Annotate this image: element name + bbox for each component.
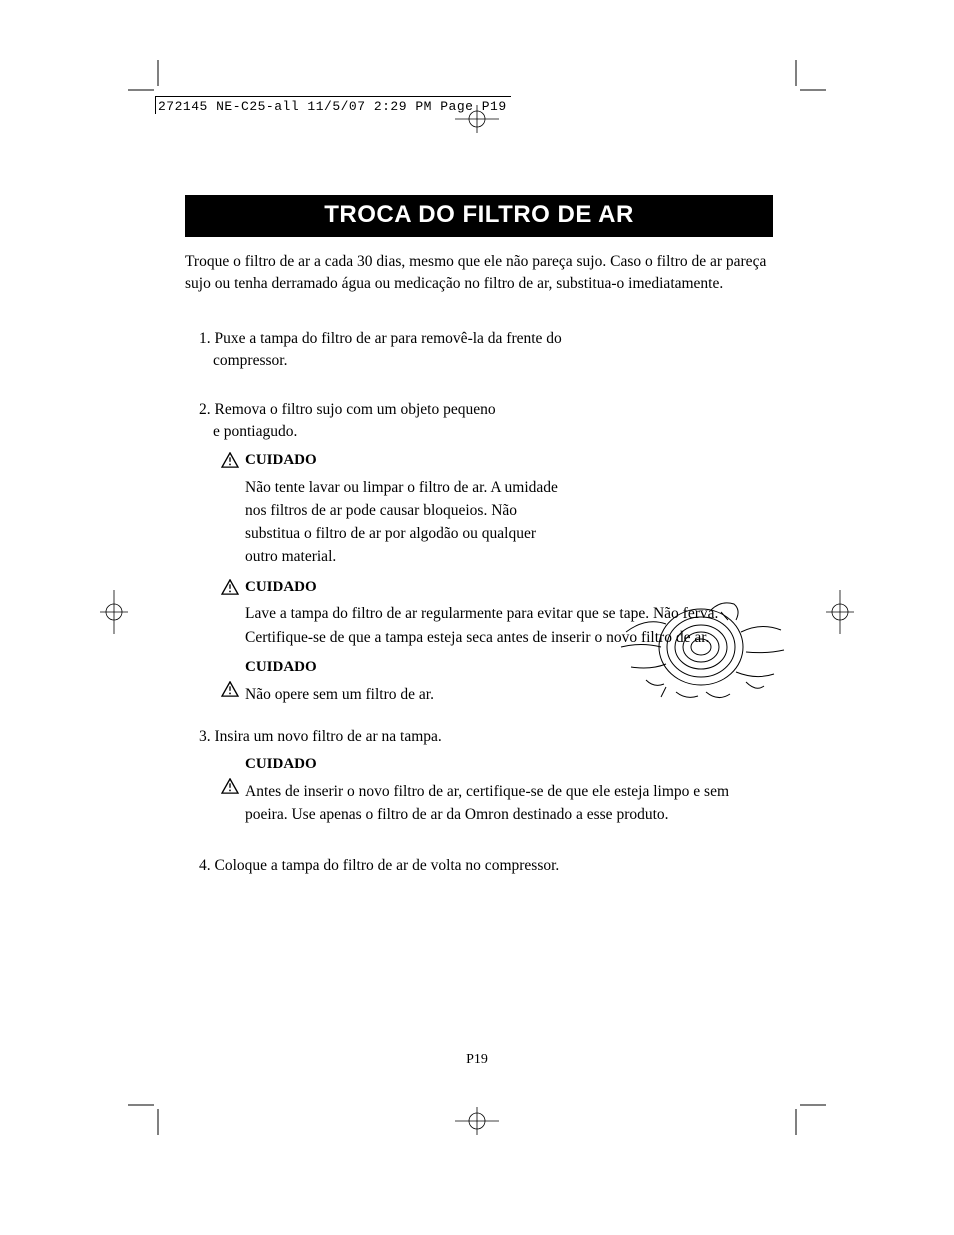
intro-paragraph: Troque o filtro de ar a cada 30 dias, me… — [185, 251, 773, 296]
step-3-text: 3. Insira um novo filtro de ar na tampa. — [185, 726, 773, 748]
warning-icon — [221, 778, 239, 794]
step-3: 3. Insira um novo filtro de ar na tampa.… — [185, 726, 773, 827]
step-1: 1. Puxe a tampa do filtro de ar para rem… — [185, 328, 575, 373]
warning-icon — [221, 579, 239, 595]
warning-icon — [221, 681, 239, 697]
step-4-text: 4. Coloque a tampa do filtro de ar de vo… — [185, 855, 773, 877]
filter-removal-illustration — [606, 592, 801, 712]
step-4: 4. Coloque a tampa do filtro de ar de vo… — [185, 855, 773, 877]
page-body: TROCA DO FILTRO DE AR Troque o filtro de… — [185, 195, 773, 877]
registration-mark-bottom — [455, 1107, 499, 1135]
warning-icon — [221, 452, 239, 468]
caution-label: CUIDADO — [245, 450, 773, 472]
registration-mark-right — [826, 590, 854, 634]
section-title: TROCA DO FILTRO DE AR — [185, 195, 773, 237]
crop-mark-bl — [128, 1095, 168, 1135]
page-number: P19 — [0, 1052, 954, 1068]
caution-label: CUIDADO — [245, 754, 773, 776]
print-header-slug: 272145 NE-C25-all 11/5/07 2:29 PM Page P… — [155, 96, 511, 114]
caution-1-text: Não tente lavar ou limpar o filtro de ar… — [245, 476, 565, 569]
crop-mark-br — [786, 1095, 826, 1135]
step-2-text: 2. Remova o filtro sujo com um objeto pe… — [185, 399, 505, 444]
caution-4-text: Antes de inserir o novo filtro de ar, ce… — [245, 780, 773, 827]
crop-mark-tr — [786, 60, 826, 100]
crop-mark-tl — [128, 60, 168, 100]
caution-1: CUIDADO Não tente lavar ou limpar o filt… — [185, 450, 773, 569]
step-2: 2. Remova o filtro sujo com um objeto pe… — [185, 399, 773, 706]
caution-4: CUIDADO Antes de inserir o novo filtro d… — [185, 754, 773, 826]
step-1-text: 1. Puxe a tampa do filtro de ar para rem… — [185, 328, 575, 373]
registration-mark-left — [100, 590, 128, 634]
